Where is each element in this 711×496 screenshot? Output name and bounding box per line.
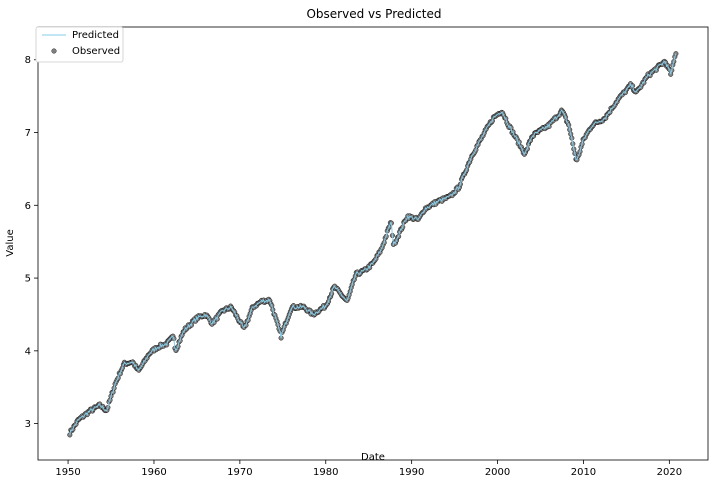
x-axis-label: Date <box>361 452 385 463</box>
legend-predicted-label: Predicted <box>72 30 119 41</box>
y-tick-label-3: 6 <box>25 201 31 212</box>
x-tick-label-3: 1980 <box>313 467 338 478</box>
predicted-line <box>69 53 677 435</box>
legend-box <box>35 26 124 63</box>
legend-observed-swatch <box>51 48 57 54</box>
y-tick-label-0: 3 <box>25 419 31 430</box>
legend-observed-label: Observed <box>72 46 120 57</box>
plot-area <box>37 26 709 461</box>
x-tick-label-4: 1990 <box>399 467 424 478</box>
x-tick-label-2: 1970 <box>227 467 252 478</box>
x-tick-label-1: 1960 <box>141 467 166 478</box>
y-tick-label-2: 5 <box>25 274 31 285</box>
y-tick-label-1: 4 <box>25 346 31 357</box>
x-tick-label-0: 1950 <box>55 467 80 478</box>
chart-title: Observed vs Predicted <box>306 7 441 21</box>
x-tick-label-5: 2000 <box>485 467 510 478</box>
y-tick-label-5: 8 <box>25 55 31 66</box>
x-tick-label-6: 2010 <box>571 467 596 478</box>
y-tick-label-4: 7 <box>25 128 31 139</box>
y-axis-label: Value <box>5 229 16 256</box>
legend: Predicted Observed <box>35 26 124 63</box>
x-tick-label-7: 2020 <box>657 467 682 478</box>
